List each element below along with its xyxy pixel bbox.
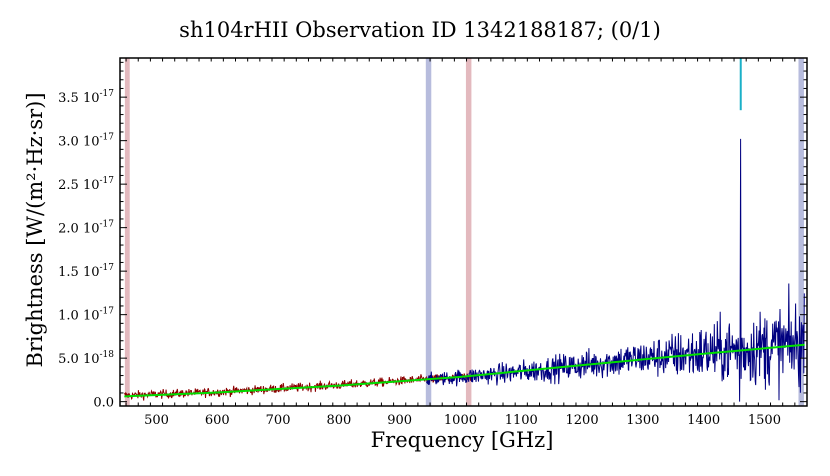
x-tick-label-500: 500 — [144, 413, 169, 428]
x-tick-label-800: 800 — [326, 413, 351, 428]
shaded-band-1 — [425, 58, 432, 406]
continuum-fit-line — [124, 343, 805, 398]
y-tick-exponent-5: -17 — [100, 176, 115, 186]
y-tick-mantissa-7: 3.5 10 — [58, 91, 99, 106]
x-tick-label-1500: 1500 — [748, 413, 781, 428]
y-tick-mantissa-2: 1.0 10 — [58, 309, 99, 324]
y-tick-exponent-7: -17 — [100, 89, 115, 99]
x-tick-label-1200: 1200 — [566, 413, 599, 428]
y-tick-label-7: 3.5 10-17 — [58, 89, 114, 106]
x-tick-label-1300: 1300 — [626, 413, 659, 428]
y-tick-exponent-1: -18 — [100, 350, 115, 360]
y-tick-label-4: 2.0 10-17 — [58, 220, 114, 237]
y-tick-exponent-2: -17 — [100, 307, 115, 317]
x-tick-label-700: 700 — [266, 413, 291, 428]
plot-frame — [119, 57, 808, 407]
shaded-band-0 — [124, 58, 130, 406]
y-tick-label-1: 5.0 10-18 — [58, 350, 114, 367]
y-tick-exponent-3: -17 — [100, 263, 115, 273]
chart-title: sh104rHII Observation ID 1342188187; (0/… — [179, 18, 661, 42]
y-tick-label-5: 2.5 10-17 — [58, 176, 114, 193]
y-tick-label-2: 1.0 10-17 — [58, 307, 114, 324]
x-tick-label-1100: 1100 — [505, 413, 538, 428]
series-line-0 — [123, 372, 472, 401]
x-tick-label-900: 900 — [387, 413, 412, 428]
x-tick-label-600: 600 — [205, 413, 230, 428]
y-tick-mantissa-1: 5.0 10 — [58, 352, 99, 367]
shaded-band-2 — [465, 58, 472, 406]
plot-inner — [123, 58, 805, 406]
series-line-1 — [425, 138, 805, 402]
y-tick-mantissa-5: 2.5 10 — [58, 178, 99, 193]
plot-area: 500 600 700 800 900 1000 1100 1200 1300 1400 1500 0… — [58, 57, 808, 428]
y-tick-exponent-4: -17 — [100, 220, 115, 230]
shaded-band-3 — [798, 58, 804, 406]
y-tick-exponent-6: -17 — [100, 133, 115, 143]
x-tick-label-1000: 1000 — [444, 413, 477, 428]
y-tick-mantissa-6: 3.0 10 — [58, 135, 99, 150]
x-tick-label-1400: 1400 — [687, 413, 720, 428]
y-axis-label: Brightness [W/(m²·Hz·sr)] — [23, 92, 47, 367]
y-tick-label-0: 0.0 — [93, 396, 114, 411]
y-tick-label-6: 3.0 10-17 — [58, 133, 114, 150]
y-tick-label-3: 1.5 10-17 — [58, 263, 114, 280]
y-tick-mantissa-3: 1.5 10 — [58, 265, 99, 280]
x-axis-label: Frequency [GHz] — [371, 428, 554, 452]
y-tick-mantissa-4: 2.0 10 — [58, 222, 99, 237]
